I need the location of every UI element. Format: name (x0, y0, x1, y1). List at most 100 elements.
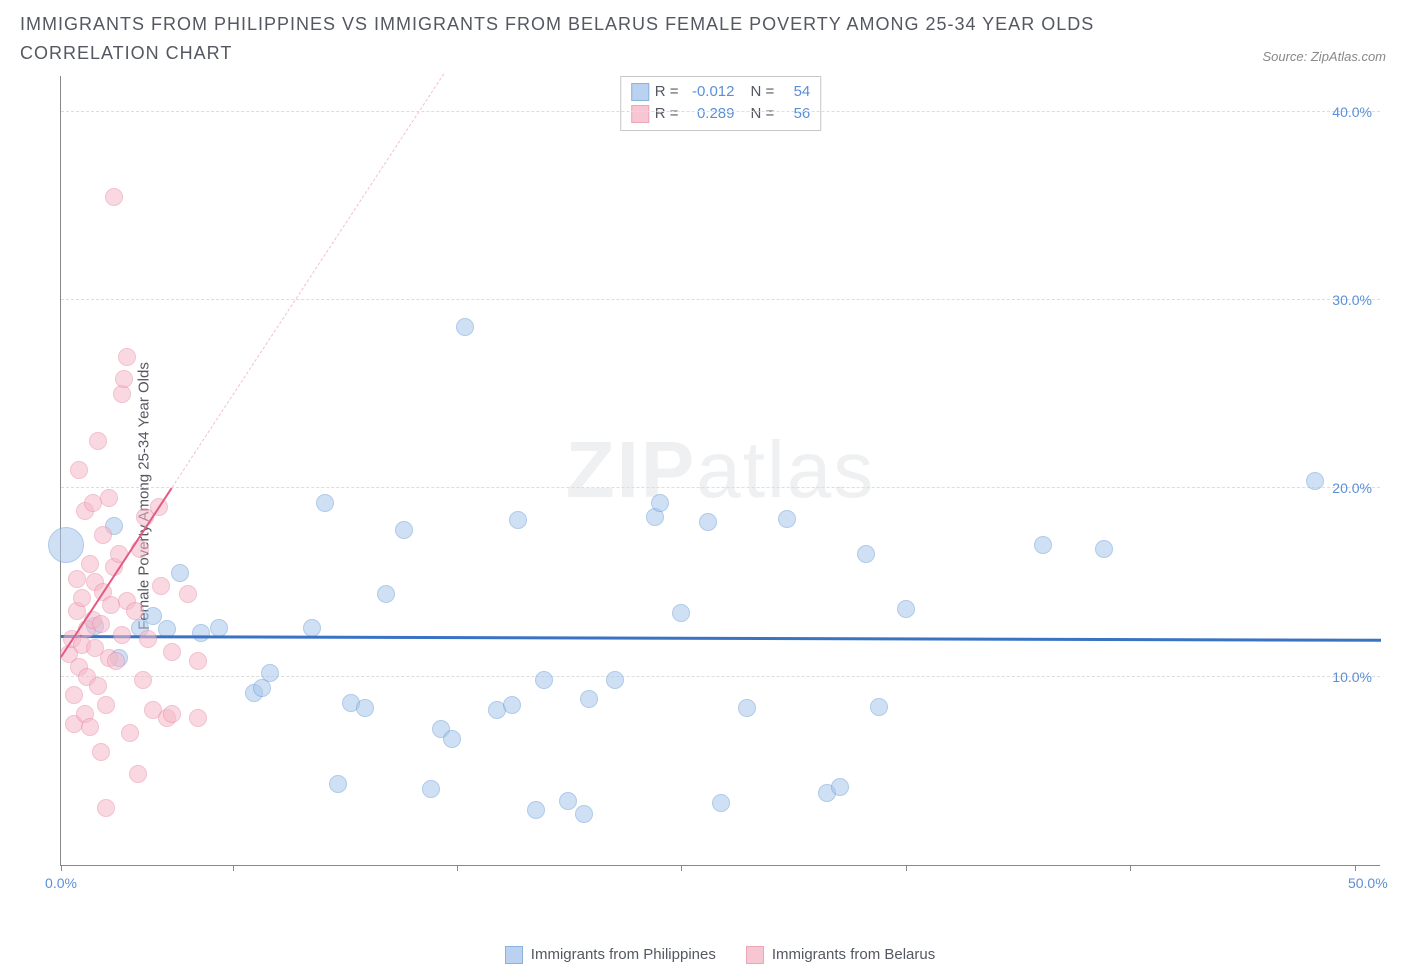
data-point (92, 743, 110, 761)
data-point (118, 348, 136, 366)
trend-extension (171, 74, 444, 488)
data-point (163, 643, 181, 661)
data-point (89, 677, 107, 695)
data-point (105, 188, 123, 206)
data-point (100, 489, 118, 507)
x-tick (233, 865, 234, 871)
data-point (134, 671, 152, 689)
data-point (559, 792, 577, 810)
stat-n-label: N = (751, 103, 775, 126)
data-point (712, 794, 730, 812)
data-point (580, 690, 598, 708)
gridline (61, 299, 1380, 300)
data-point (48, 527, 84, 563)
stat-n-value: 54 (780, 81, 810, 104)
data-point (139, 630, 157, 648)
data-point (897, 600, 915, 618)
data-point (192, 624, 210, 642)
data-point (152, 577, 170, 595)
data-point (395, 521, 413, 539)
data-point (115, 370, 133, 388)
data-point (210, 619, 228, 637)
data-point (126, 602, 144, 620)
data-point (97, 799, 115, 817)
data-point (575, 805, 593, 823)
gridline (61, 111, 1380, 112)
stat-r-value: -0.012 (685, 81, 735, 104)
data-point (422, 780, 440, 798)
data-point (456, 318, 474, 336)
data-point (129, 765, 147, 783)
data-point (509, 511, 527, 529)
x-tick (61, 865, 62, 871)
stat-r-label: R = (655, 103, 679, 126)
correlation-stats-box: R =-0.012N =54R =0.289N =56 (620, 76, 822, 131)
x-tick (457, 865, 458, 871)
gridline (61, 676, 1380, 677)
data-point (179, 585, 197, 603)
y-tick-label: 30.0% (1332, 292, 1372, 308)
data-point (778, 510, 796, 528)
data-point (163, 705, 181, 723)
stat-n-value: 56 (780, 103, 810, 126)
x-tick (1355, 865, 1356, 871)
legend-label: Immigrants from Belarus (772, 946, 935, 963)
data-point (699, 513, 717, 531)
data-point (97, 696, 115, 714)
y-tick-label: 20.0% (1332, 480, 1372, 496)
data-point (73, 589, 91, 607)
data-point (606, 671, 624, 689)
legend-swatch (746, 946, 764, 964)
data-point (527, 801, 545, 819)
data-point (672, 604, 690, 622)
x-tick (1130, 865, 1131, 871)
data-point (1306, 472, 1324, 490)
legend: Immigrants from Philippines Immigrants fr… (60, 946, 1380, 964)
data-point (651, 494, 669, 512)
x-tick-label: 50.0% (1348, 875, 1388, 891)
x-tick (681, 865, 682, 871)
data-point (89, 432, 107, 450)
gridline (61, 487, 1380, 488)
stat-r-value: 0.289 (685, 103, 735, 126)
x-tick-label: 0.0% (45, 875, 77, 891)
data-point (107, 652, 125, 670)
data-point (303, 619, 321, 637)
chart-container: Female Poverty Among 25-34 Year Olds ZIP… (20, 76, 1386, 916)
scatter-plot: ZIPatlas R =-0.012N =54R =0.289N =56 10.… (60, 76, 1380, 866)
data-point (329, 775, 347, 793)
legend-label: Immigrants from Philippines (531, 946, 716, 963)
x-tick (906, 865, 907, 871)
data-point (65, 686, 83, 704)
y-tick-label: 10.0% (1332, 669, 1372, 685)
data-point (356, 699, 374, 717)
data-point (92, 615, 110, 633)
data-point (1034, 536, 1052, 554)
legend-swatch (631, 105, 649, 123)
data-point (81, 555, 99, 573)
data-point (94, 526, 112, 544)
data-point (377, 585, 395, 603)
data-point (171, 564, 189, 582)
legend-item: Immigrants from Belarus (746, 946, 935, 964)
legend-item: Immigrants from Philippines (505, 946, 716, 964)
stat-n-label: N = (751, 81, 775, 104)
legend-swatch (505, 946, 523, 964)
data-point (68, 570, 86, 588)
data-point (70, 461, 88, 479)
trend-line (61, 635, 1381, 641)
data-point (189, 652, 207, 670)
data-point (189, 709, 207, 727)
data-point (443, 730, 461, 748)
data-point (503, 696, 521, 714)
source-attribution: Source: ZipAtlas.com (1262, 49, 1386, 68)
watermark: ZIPatlas (566, 424, 875, 516)
data-point (1095, 540, 1113, 558)
data-point (870, 698, 888, 716)
data-point (81, 718, 99, 736)
data-point (831, 778, 849, 796)
data-point (857, 545, 875, 563)
data-point (261, 664, 279, 682)
chart-title: IMMIGRANTS FROM PHILIPPINES VS IMMIGRANT… (20, 10, 1120, 68)
chart-header: IMMIGRANTS FROM PHILIPPINES VS IMMIGRANT… (20, 10, 1386, 68)
